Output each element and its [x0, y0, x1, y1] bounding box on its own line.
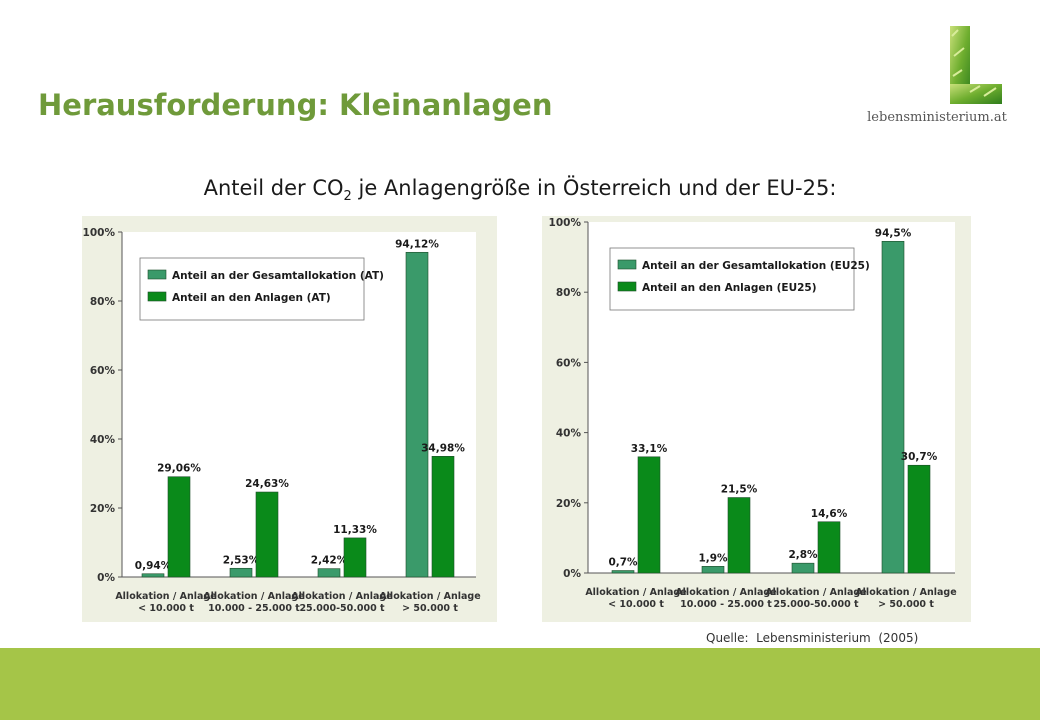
legend-swatch: [147, 269, 167, 280]
data-label: 33,1%: [631, 443, 668, 455]
x-tick-label: Allokation / Anlage: [115, 591, 216, 602]
y-tick-label: 60%: [556, 357, 582, 369]
data-label: 11,33%: [333, 524, 377, 536]
bar: [817, 521, 841, 574]
data-label: 94,12%: [395, 238, 439, 250]
data-label: 2,8%: [788, 549, 818, 561]
y-tick-label: 40%: [556, 428, 582, 440]
legend-label: Anteil an den Anlagen (AT): [172, 292, 331, 304]
data-label: 21,5%: [721, 484, 758, 496]
x-tick-label: < 10.000 t: [138, 603, 194, 614]
data-label: 34,98%: [421, 442, 465, 454]
logo-l-icon: [950, 26, 1002, 104]
data-label: 0,94%: [135, 560, 172, 572]
data-label: 30,7%: [901, 451, 938, 463]
bar: [727, 497, 751, 574]
slide-title: Herausforderung: Kleinanlagen: [38, 88, 553, 122]
legend-label: Anteil an der Gesamtallokation (EU25): [642, 260, 870, 272]
bar: [317, 568, 341, 578]
bar: [167, 476, 191, 578]
legend-swatch: [147, 291, 167, 302]
x-tick-label: Allokation / Anlage: [765, 587, 866, 598]
y-tick-label: 80%: [556, 287, 582, 299]
bar: [141, 573, 165, 578]
legend-swatch: [617, 281, 637, 292]
bar: [637, 456, 661, 574]
bar: [255, 491, 279, 578]
ministry-logo: lebensministerium.at: [862, 26, 1012, 136]
x-tick-label: Allokation / Anlage: [855, 587, 956, 598]
y-tick-label: 0%: [563, 568, 581, 580]
logo-text: lebensministerium.at: [867, 110, 1007, 125]
y-tick-label: 60%: [90, 365, 116, 377]
x-tick-label: < 10.000 t: [608, 599, 664, 610]
bar: [791, 562, 815, 574]
data-label: 2,53%: [223, 554, 260, 566]
data-label: 29,06%: [157, 463, 201, 475]
bar: [881, 241, 905, 574]
chart-panel-eu25: 0% 20% 40% 60% 80% 100% 0,7% 33,1% Allokation / …: [542, 216, 971, 622]
x-tick-label: > 50.000 t: [402, 603, 458, 614]
x-tick-label: Allokation / Anlage: [291, 591, 392, 602]
x-tick-label: > 50.000 t: [878, 599, 934, 610]
data-label: 0,7%: [608, 557, 638, 569]
y-tick-label: 40%: [90, 434, 116, 446]
bar: [343, 537, 367, 578]
x-tick-label: 25.000-50.000 t: [773, 599, 859, 610]
chart-panel-at: 0% 20% 40% 60% 80% 100% 0,94% 29,06% Allokation …: [82, 216, 497, 622]
subtitle-subscript: 2: [343, 189, 352, 205]
data-label: 2,42%: [311, 555, 348, 567]
x-tick-label: Allokation / Anlage: [379, 591, 480, 602]
subtitle-text-1: Anteil der CO: [203, 176, 344, 200]
bar: [611, 570, 635, 574]
y-tick-label: 100%: [549, 217, 582, 229]
y-tick-label: 80%: [90, 296, 116, 308]
legend-swatch: [617, 259, 637, 270]
bar: [405, 251, 429, 578]
x-tick-label: 25.000-50.000 t: [299, 603, 385, 614]
x-tick-label: 10.000 - 25.000 t: [680, 599, 772, 610]
legend-box: [139, 257, 365, 321]
source-note: Quelle: Lebensministerium (2005): [706, 631, 919, 645]
y-tick-label: 20%: [90, 503, 116, 515]
x-tick-label: Allokation / Anlage: [203, 591, 304, 602]
bar: [229, 567, 253, 578]
x-tick-label: 10.000 - 25.000 t: [208, 603, 300, 614]
bar: [431, 456, 455, 578]
bar-chart-at: 0% 20% 40% 60% 80% 100% 0,94% 29,06% Allokation …: [83, 227, 481, 614]
bar-chart-eu25: 0% 20% 40% 60% 80% 100% 0,7% 33,1% Allokation / …: [549, 217, 957, 610]
bar: [907, 464, 931, 574]
data-label: 14,6%: [811, 508, 848, 520]
legend-label: Anteil an der Gesamtallokation (AT): [172, 270, 384, 282]
y-tick-label: 20%: [556, 498, 582, 510]
chart-subtitle: Anteil der CO2 je Anlagengröße in Österr…: [0, 176, 1040, 204]
subtitle-text-2: je Anlagengröße in Österreich und der EU…: [351, 176, 837, 200]
legend-label: Anteil an den Anlagen (EU25): [642, 282, 817, 294]
footer-band: [0, 648, 1040, 720]
legend-box: [609, 247, 855, 311]
data-label: 1,9%: [698, 552, 728, 564]
x-tick-label: Allokation / Anlage: [675, 587, 776, 598]
y-tick-label: 100%: [83, 227, 116, 239]
data-label: 94,5%: [875, 227, 912, 239]
y-tick-label: 0%: [97, 572, 115, 584]
bar: [701, 566, 725, 574]
data-label: 24,63%: [245, 478, 289, 490]
x-tick-label: Allokation / Anlage: [585, 587, 686, 598]
